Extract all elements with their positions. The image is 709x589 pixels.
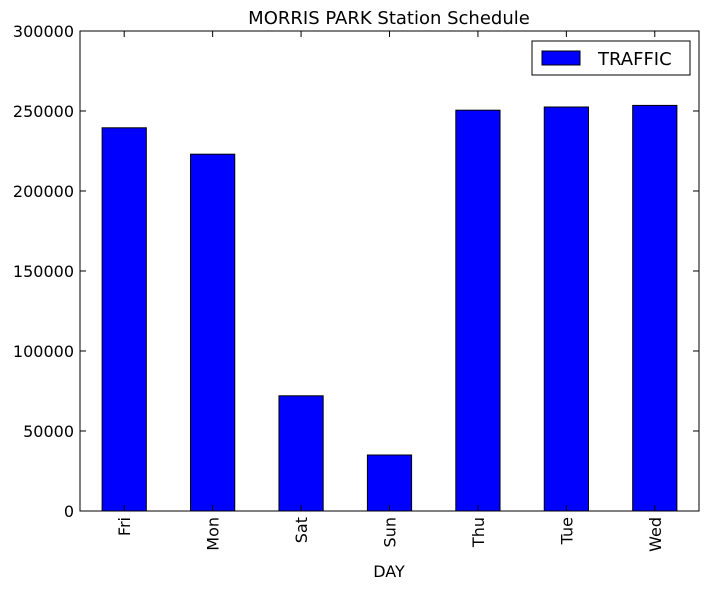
x-tick-label-mon: Mon xyxy=(204,517,223,551)
y-tick-label: 300000 xyxy=(13,22,74,41)
legend-label-traffic: TRAFFIC xyxy=(597,49,672,70)
x-tick-label-wed: Wed xyxy=(646,517,665,552)
plot-area: 0 50000 100000 150000 200000 250000 300000 Fri M… xyxy=(13,22,700,552)
y-tick-label: 200000 xyxy=(13,182,74,201)
bar-fri xyxy=(101,127,147,512)
legend-swatch xyxy=(541,50,581,66)
x-tick-label-fri: Fri xyxy=(115,517,134,536)
x-tick-label-thu: Thu xyxy=(469,517,488,548)
axes-frame xyxy=(79,30,700,512)
y-tick-label: 100000 xyxy=(13,342,74,361)
y-tick-label: 0 xyxy=(64,502,74,521)
bar-wed xyxy=(632,104,678,512)
bar-tue xyxy=(543,106,589,512)
bar-sun xyxy=(366,454,413,512)
x-tick-label-tue: Tue xyxy=(557,517,576,545)
x-tick-label-sat: Sat xyxy=(292,517,311,543)
x-axis-label: DAY xyxy=(373,562,405,581)
bar-sat xyxy=(278,395,324,512)
bar-thu xyxy=(455,109,501,512)
y-tick-label: 50000 xyxy=(23,422,74,441)
x-tick-label-sun: Sun xyxy=(381,517,400,547)
bar-mon xyxy=(190,153,236,512)
y-tick-label: 250000 xyxy=(13,102,74,121)
chart-title: MORRIS PARK Station Schedule xyxy=(248,8,530,29)
legend: TRAFFIC xyxy=(531,40,691,76)
y-tick-label: 150000 xyxy=(13,262,74,281)
